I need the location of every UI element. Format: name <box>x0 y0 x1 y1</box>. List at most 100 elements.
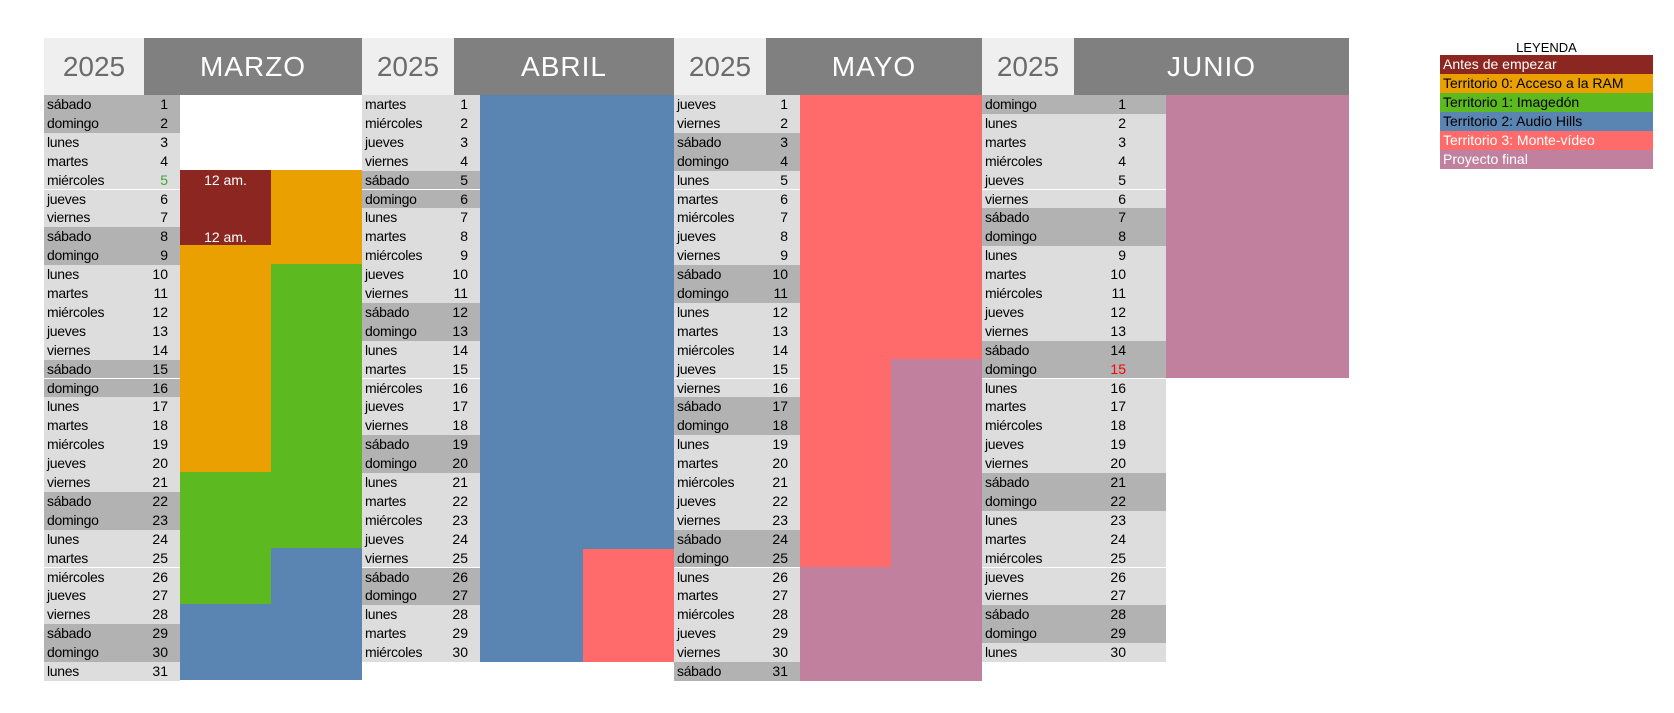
day-row: viernes 2 <box>674 113 800 133</box>
legend-item: Territorio 1: Imagedón <box>1440 93 1653 112</box>
day-number: 14 <box>152 341 168 358</box>
day-row: lunes 21 <box>362 473 480 492</box>
day-name: miércoles <box>365 379 423 396</box>
day-row: viernes 11 <box>362 284 480 303</box>
day-row: miércoles 19 <box>44 435 180 455</box>
day-number: 31 <box>772 663 788 679</box>
day-number: 1 <box>160 96 168 112</box>
day-name: martes <box>985 133 1026 150</box>
marzo-t2-block-left <box>180 604 271 680</box>
day-number: 14 <box>1110 341 1126 358</box>
day-row: jueves 10 <box>362 265 480 284</box>
day-row: jueves 12 <box>982 302 1166 322</box>
day-number: 9 <box>1118 247 1126 264</box>
day-name: domingo <box>47 379 99 396</box>
day-name: sábado <box>985 341 1030 358</box>
day-row: lunes 31 <box>44 662 180 681</box>
day-number: 18 <box>1110 417 1126 434</box>
day-number: 8 <box>160 228 168 245</box>
day-name: jueves <box>677 96 716 112</box>
day-name: sábado <box>47 360 92 377</box>
day-number: 3 <box>160 133 168 150</box>
day-number: 19 <box>772 436 788 453</box>
day-row: domingo 22 <box>982 491 1166 511</box>
day-row: viernes 6 <box>982 189 1166 209</box>
day-name: lunes <box>365 341 397 358</box>
day-number: 17 <box>1110 398 1126 415</box>
legend-item: Territorio 0: Acceso a la RAM <box>1440 74 1653 93</box>
day-name: miércoles <box>985 417 1043 434</box>
day-row: viernes 21 <box>44 473 180 492</box>
day-row: martes 18 <box>44 416 180 436</box>
day-number: 11 <box>773 285 788 301</box>
day-number: 4 <box>160 152 168 169</box>
day-number: 29 <box>452 625 468 642</box>
day-name: jueves <box>677 360 716 377</box>
day-name: jueves <box>365 266 404 283</box>
day-row: jueves 26 <box>982 567 1166 587</box>
day-row: domingo 20 <box>362 454 480 473</box>
day-name: lunes <box>985 114 1017 131</box>
day-name: viernes <box>985 190 1029 207</box>
day-name: lunes <box>677 303 709 320</box>
day-name: miércoles <box>365 247 423 264</box>
day-name: martes <box>985 530 1026 547</box>
day-row: viernes 23 <box>674 510 800 530</box>
mayo-t3-block-left <box>800 359 891 567</box>
day-number: 27 <box>772 587 788 604</box>
day-row: miércoles 21 <box>674 473 800 492</box>
day-number: 24 <box>152 530 168 547</box>
day-row: domingo 2 <box>44 113 180 133</box>
day-row: jueves 5 <box>982 170 1166 190</box>
day-number: 12 <box>772 303 788 320</box>
day-number: 25 <box>452 549 468 566</box>
day-number: 16 <box>772 379 788 396</box>
day-row: lunes 17 <box>44 397 180 417</box>
day-number: 1 <box>1118 96 1126 112</box>
day-number: 18 <box>772 417 788 434</box>
day-number: 28 <box>772 606 788 623</box>
day-row: lunes 23 <box>982 510 1166 530</box>
day-number: 9 <box>780 247 788 264</box>
day-row: jueves 20 <box>44 454 180 473</box>
day-number: 2 <box>460 114 468 131</box>
day-number: 6 <box>460 190 468 207</box>
day-number: 12 <box>152 303 168 320</box>
day-number: 8 <box>780 228 788 245</box>
day-row: lunes 9 <box>982 246 1166 266</box>
day-name: lunes <box>47 133 79 150</box>
day-number: 29 <box>152 625 168 642</box>
day-number: 10 <box>152 266 168 283</box>
day-name: viernes <box>677 379 721 396</box>
day-number: 3 <box>1118 133 1126 150</box>
day-number: 28 <box>452 606 468 623</box>
day-name: viernes <box>985 322 1029 339</box>
day-number: 8 <box>1118 228 1126 245</box>
day-row: sábado 10 <box>674 265 800 284</box>
day-name: miércoles <box>365 114 423 131</box>
day-name: domingo <box>677 417 729 434</box>
day-number: 2 <box>780 114 788 131</box>
day-number: 6 <box>160 190 168 207</box>
day-number: 23 <box>452 511 468 528</box>
day-name: miércoles <box>985 285 1043 301</box>
day-name: domingo <box>985 96 1037 112</box>
day-number: 15 <box>452 360 468 377</box>
day-row: domingo 29 <box>982 624 1166 644</box>
day-name: domingo <box>47 644 99 661</box>
day-number: 19 <box>152 436 168 453</box>
day-name: sábado <box>677 663 722 679</box>
day-row: viernes 16 <box>674 378 800 398</box>
day-row: jueves 15 <box>674 359 800 379</box>
day-row: sábado 1 <box>44 95 180 114</box>
day-row: domingo 16 <box>44 378 180 398</box>
junio-year-header: 2025 <box>982 38 1074 95</box>
day-row: lunes 7 <box>362 208 480 228</box>
day-row: jueves 3 <box>362 132 480 152</box>
day-row: sábado 15 <box>44 359 180 379</box>
day-number: 30 <box>1110 644 1126 661</box>
mayo-t3-block-top <box>800 95 982 359</box>
marzo-t2-block-right <box>271 548 362 680</box>
day-row: martes 11 <box>44 284 180 303</box>
day-row: sábado 5 <box>362 170 480 190</box>
